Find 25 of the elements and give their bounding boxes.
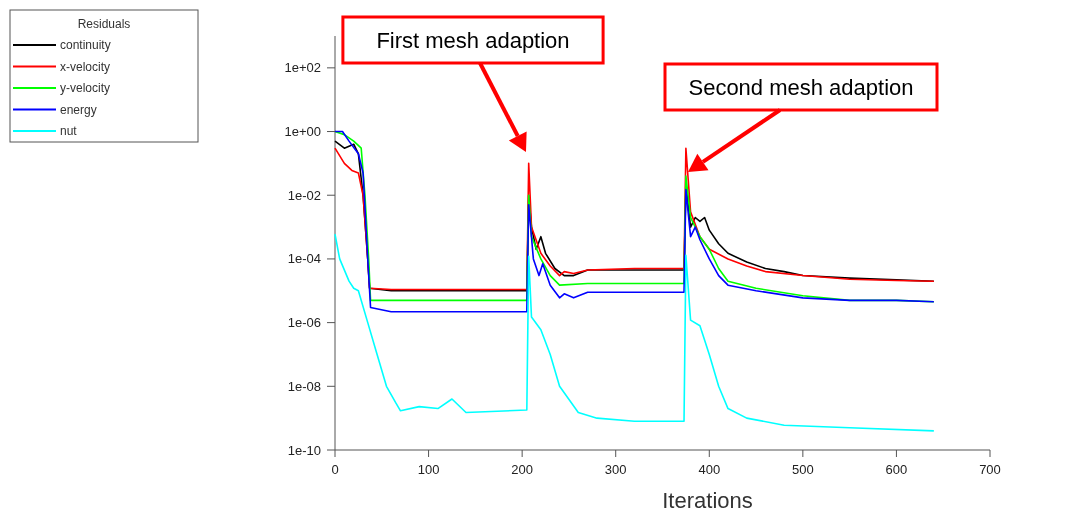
x-tick-label: 100 (417, 462, 440, 477)
legend-label: energy (60, 102, 97, 117)
y-tick-label: 1e+00 (284, 124, 321, 140)
legend-label: nut (60, 124, 78, 139)
legend-label: continuity (60, 38, 111, 53)
y-tick-label: 1e-04 (287, 251, 321, 267)
x-axis-title: Iterations (662, 488, 753, 512)
annotation: First mesh adaption (376, 27, 570, 53)
line-series (334, 233, 935, 432)
x-tick-label: 600 (885, 462, 908, 477)
y-tick-label: 1e+02 (284, 60, 321, 76)
legend-label: x-velocity (60, 59, 111, 74)
x-tick-label: 500 (792, 462, 814, 477)
legend-label: y-velocity (60, 81, 111, 96)
x-tick-label: 0 (331, 462, 339, 477)
y-tick-label: 1e-08 (287, 378, 321, 394)
y-tick-label: 1e-02 (287, 187, 321, 203)
y-tick-label: 1e-10 (287, 442, 321, 458)
y-tick-label: 1e-06 (287, 315, 321, 331)
annotation: Second mesh adaption (688, 74, 914, 100)
x-tick-label: 200 (511, 462, 533, 477)
x-tick-label: 300 (604, 462, 627, 477)
x-tick-label: 400 (698, 462, 721, 477)
x-tick-label: 700 (979, 462, 1001, 477)
legend-title: Residuals (77, 17, 131, 31)
